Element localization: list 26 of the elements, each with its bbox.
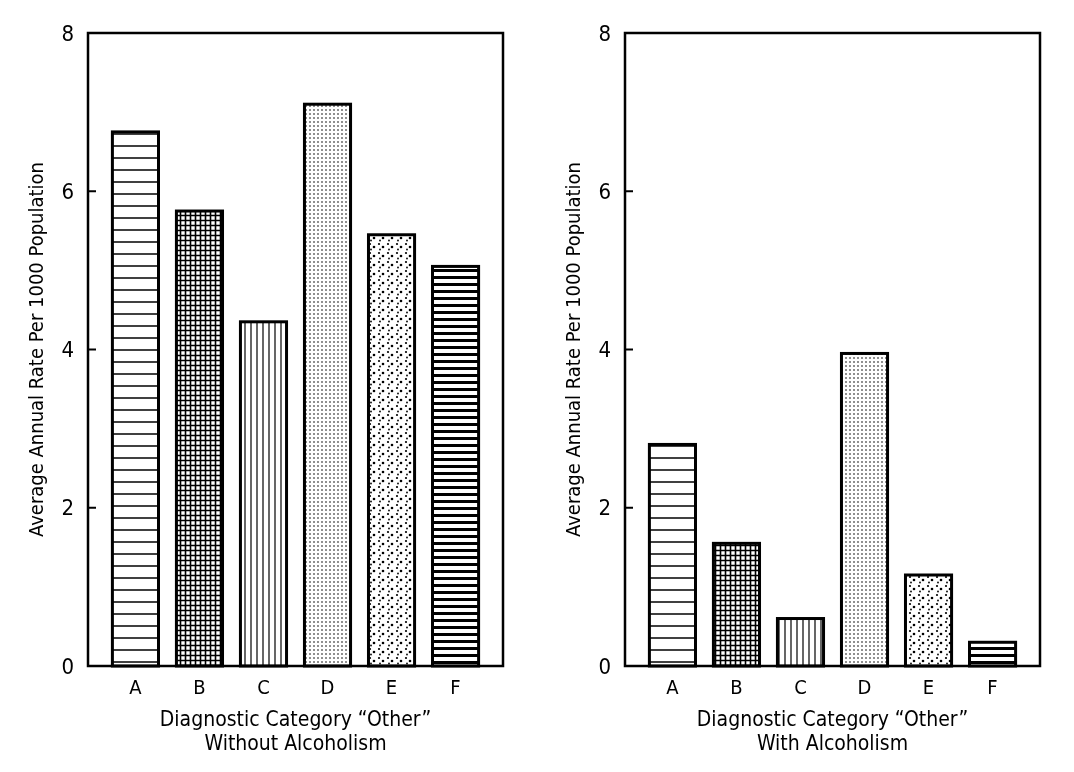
y-tick-label: 2 [598,495,611,521]
x-tick-label: E [385,675,398,699]
y-axis-title: Average Annual Rate Per 1000 Population [24,162,48,537]
y-tick-label: 0 [61,653,74,679]
x-tick-label: A [129,675,143,699]
y-tick-label: 6 [61,178,74,204]
y-tick-label: 8 [598,20,611,46]
x-tick-label: B [730,675,743,699]
y-tick-label: 4 [598,337,611,363]
x-tick-label: A [666,675,680,699]
x-tick-label: C [257,675,270,699]
x-tick-label: C [794,675,807,699]
x-axis-title: Diagnostic Category “Other” Without Alcoholism [159,707,432,755]
x-tick-label: F [450,675,461,699]
y-tick-label: 0 [598,653,611,679]
y-axis-title: Average Annual Rate Per 1000 Population [561,162,585,537]
x-axis-title: Diagnostic Category “Other” With Alcoholism [696,707,969,755]
y-tick-label: 2 [61,495,74,521]
x-tick-label: F [987,675,998,699]
y-tick-label: 4 [61,337,74,363]
x-tick-label: D [320,675,335,699]
x-tick-label: B [193,675,206,699]
y-tick-label: 6 [598,178,611,204]
x-tick-label: D [857,675,872,699]
y-tick-label: 8 [61,20,74,46]
x-tick-label: E [922,675,935,699]
